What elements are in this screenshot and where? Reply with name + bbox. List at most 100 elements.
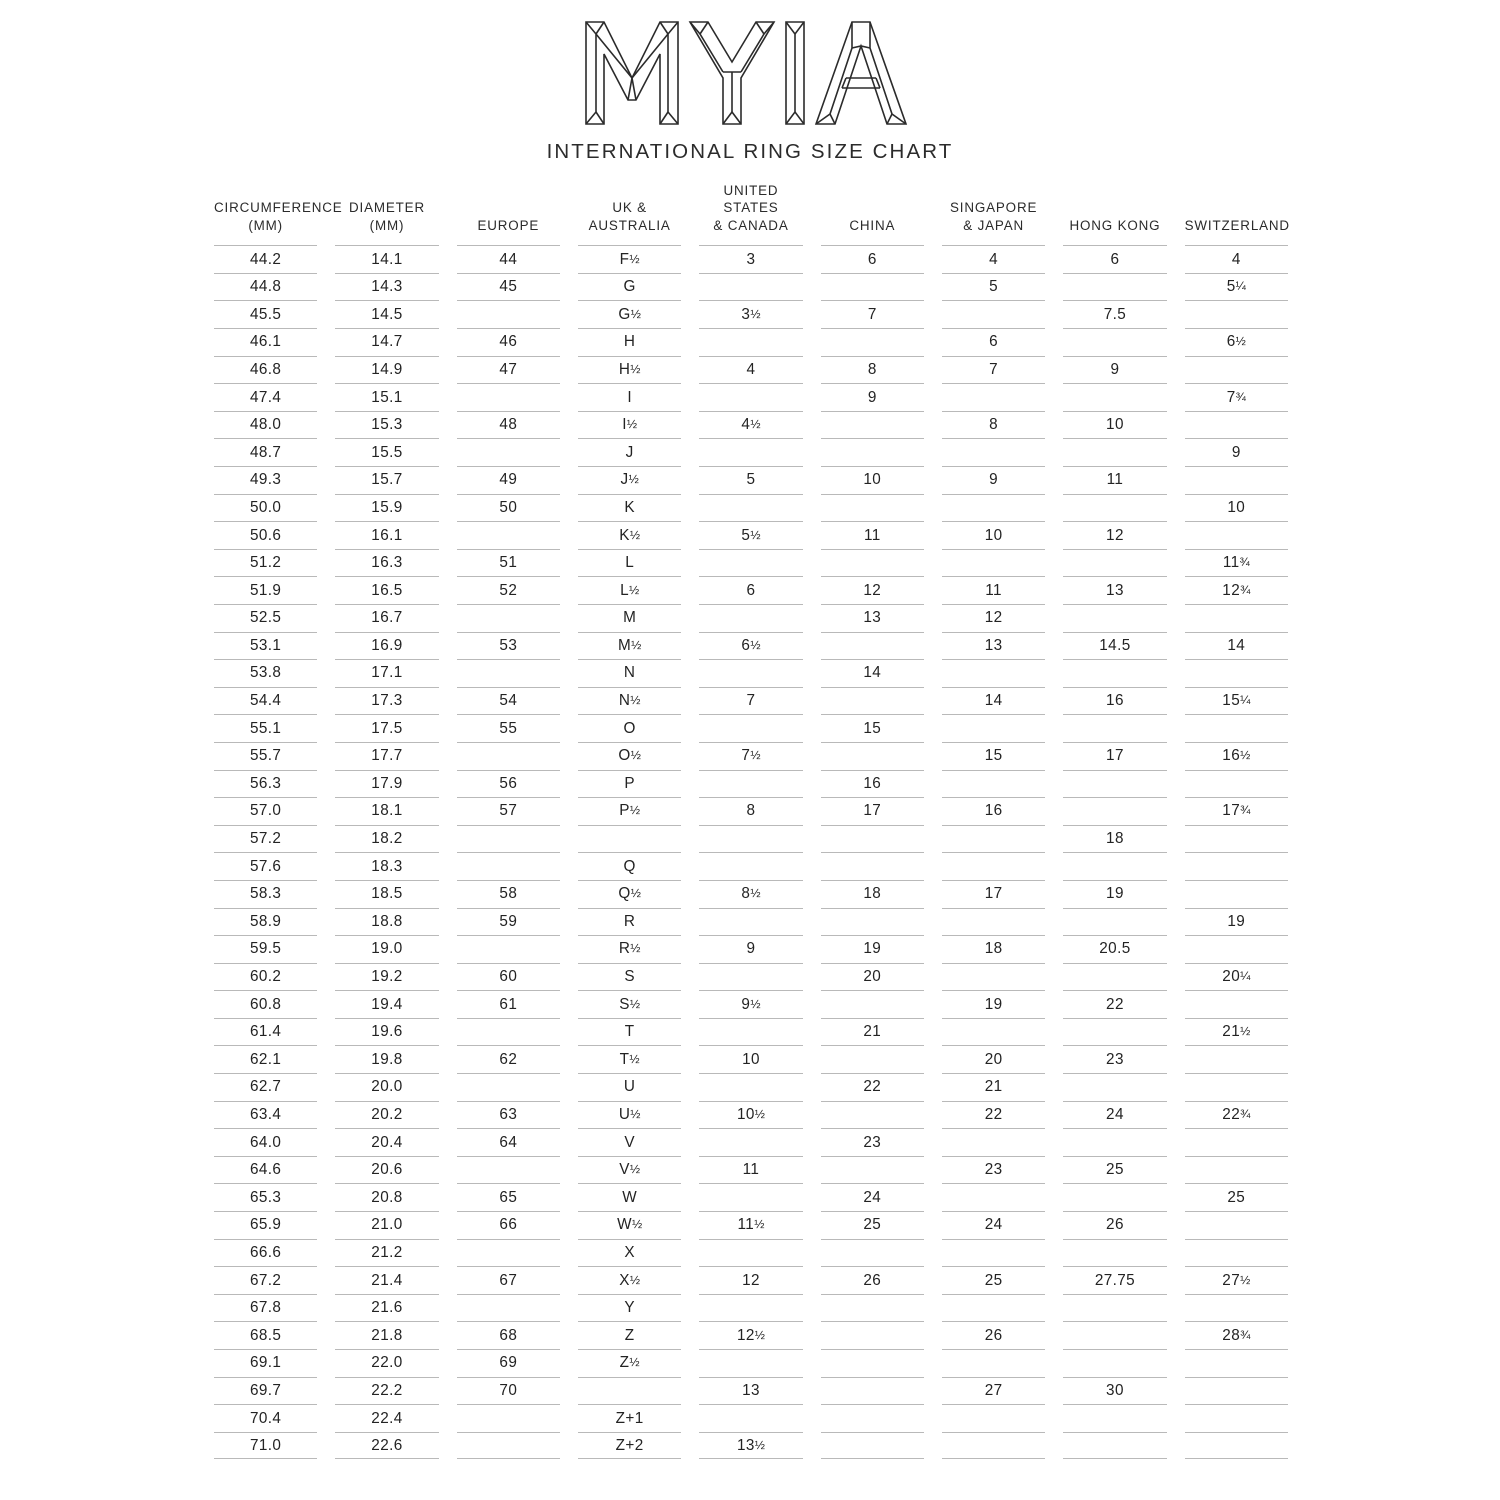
cell-diameter: 14.1 (335, 245, 439, 273)
cell-united-states-canada (699, 824, 803, 853)
cell-diameter: 22.4 (335, 1404, 439, 1432)
cell-circumference: 57.6 (214, 852, 318, 880)
cell-europe: 67 (456, 1266, 560, 1294)
cell-switzerland: 15¼ (1184, 686, 1288, 715)
cell-circumference: 51.9 (214, 576, 318, 604)
cell-uk-australia (577, 824, 682, 853)
cell-uk-australia: G (577, 272, 682, 301)
cell-europe: 63 (456, 1100, 560, 1129)
cell-china: 25 (820, 1211, 924, 1239)
table-row: 46.8 14.9 47 H½ 4 8 7 9 (214, 355, 1288, 384)
cell-europe: 55 (456, 714, 560, 742)
cell-china: 14 (820, 659, 924, 687)
cell-diameter: 17.7 (335, 741, 439, 770)
cell-diameter: 17.3 (335, 686, 439, 715)
table-row: 49.3 15.7 49 J½ 5 10 9 11 (214, 466, 1288, 494)
cell-switzerland: 20¼ (1184, 962, 1288, 991)
cell-switzerland (1184, 1431, 1288, 1460)
cell-singapore-japan: 5 (941, 272, 1046, 301)
cell-diameter: 15.1 (335, 383, 439, 411)
cell-switzerland (1184, 714, 1288, 742)
cell-hong-kong (1063, 769, 1167, 798)
cell-hong-kong: 30 (1063, 1376, 1167, 1405)
cell-switzerland: 25 (1184, 1183, 1288, 1211)
cell-united-states-canada (699, 438, 803, 466)
column-header-hong-kong: HONG KONG (1069, 217, 1161, 233)
cell-hong-kong: 17 (1063, 741, 1167, 770)
cell-hong-kong (1063, 852, 1167, 880)
cell-united-states-canada (699, 1404, 803, 1432)
table-row: 67.2 21.4 67 X½ 12 26 25 27.75 27½ (214, 1266, 1288, 1294)
cell-china (820, 990, 924, 1018)
table-row: 60.8 19.4 61 S½ 9½ 19 22 (214, 990, 1288, 1018)
cell-china: 11 (820, 521, 924, 549)
cell-singapore-japan: 6 (941, 328, 1046, 356)
cell-europe (456, 1155, 560, 1184)
cell-singapore-japan: 18 (941, 935, 1046, 963)
cell-switzerland: 16½ (1184, 741, 1288, 770)
cell-diameter: 15.7 (335, 466, 439, 494)
cell-switzerland (1184, 935, 1288, 963)
cell-china (820, 272, 924, 301)
cell-circumference: 71.0 (214, 1431, 318, 1460)
cell-singapore-japan (941, 714, 1046, 742)
cell-diameter: 14.3 (335, 272, 439, 301)
cell-circumference: 53.1 (214, 631, 318, 660)
cell-united-states-canada: 3 (699, 245, 803, 273)
table-row: 58.9 18.8 59 R 19 (214, 907, 1288, 936)
cell-united-states-canada: 12 (699, 1266, 803, 1294)
cell-diameter: 21.4 (335, 1266, 439, 1294)
cell-switzerland (1184, 300, 1288, 328)
cell-china (820, 328, 924, 356)
cell-china: 20 (820, 962, 924, 991)
cell-europe: 47 (456, 355, 560, 384)
cell-uk-australia: H½ (577, 355, 682, 384)
cell-diameter: 21.6 (335, 1293, 439, 1322)
cell-circumference: 67.8 (214, 1293, 318, 1322)
cell-china: 26 (820, 1266, 924, 1294)
cell-united-states-canada (699, 1017, 803, 1046)
cell-hong-kong (1063, 714, 1167, 742)
table-row: 69.7 22.2 70 13 27 30 (214, 1376, 1288, 1405)
cell-diameter: 20.4 (335, 1128, 439, 1156)
cell-diameter: 21.8 (335, 1321, 439, 1349)
cell-uk-australia: G½ (577, 300, 682, 328)
cell-uk-australia: F½ (577, 245, 682, 273)
table-row: 53.1 16.9 53 M½ 6½ 13 14.5 14 (214, 631, 1288, 660)
cell-circumference: 51.2 (214, 548, 318, 577)
cell-diameter: 15.3 (335, 410, 439, 439)
cell-switzerland: 7¾ (1184, 383, 1288, 411)
cell-hong-kong (1063, 797, 1167, 825)
cell-uk-australia: Q½ (577, 879, 682, 908)
cell-united-states-canada: 5½ (699, 521, 803, 549)
cell-switzerland (1184, 659, 1288, 687)
cell-diameter: 16.5 (335, 576, 439, 604)
cell-uk-australia: T (577, 1017, 682, 1046)
cell-hong-kong (1063, 383, 1167, 411)
cell-singapore-japan: 25 (941, 1266, 1046, 1294)
cell-switzerland (1184, 1376, 1288, 1405)
cell-circumference: 52.5 (214, 603, 318, 632)
brand-logo (0, 18, 1500, 128)
cell-switzerland: 9 (1184, 438, 1288, 466)
cell-hong-kong (1063, 603, 1167, 632)
column-header-europe: EUROPE (477, 217, 540, 233)
cell-europe: 58 (456, 879, 560, 908)
table-row: 55.1 17.5 55 O 15 (214, 714, 1288, 742)
cell-circumference: 68.5 (214, 1321, 318, 1349)
cell-china: 13 (820, 603, 924, 632)
table-row: 55.7 17.7 O½ 7½ 15 17 16½ (214, 741, 1288, 770)
cell-switzerland (1184, 521, 1288, 549)
cell-singapore-japan: 19 (941, 990, 1046, 1018)
cell-united-states-canada (699, 852, 803, 880)
cell-diameter: 16.1 (335, 521, 439, 549)
cell-united-states-canada (699, 328, 803, 356)
cell-uk-australia: Z½ (577, 1349, 682, 1377)
cell-europe: 54 (456, 686, 560, 715)
cell-singapore-japan: 7 (941, 355, 1046, 384)
cell-uk-australia: V (577, 1128, 682, 1156)
cell-united-states-canada: 9½ (699, 990, 803, 1018)
cell-europe (456, 1017, 560, 1046)
cell-hong-kong: 20.5 (1063, 935, 1167, 963)
cell-uk-australia: K½ (577, 521, 682, 549)
